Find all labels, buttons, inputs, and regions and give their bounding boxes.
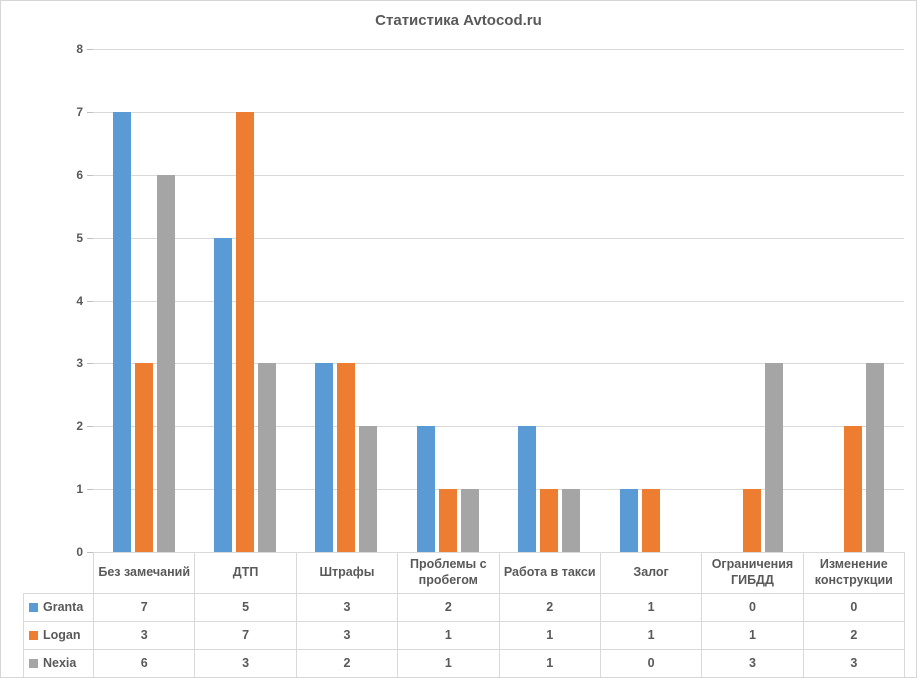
- value-cell-nexia-7: 3: [802, 649, 906, 677]
- category-header-2: Штрафы: [295, 552, 399, 594]
- gridline: [93, 237, 904, 239]
- value-cell-logan-7: 2: [802, 621, 906, 650]
- bar-logan-2: [337, 363, 356, 552]
- value-cell-granta-3: 2: [397, 593, 500, 622]
- y-axis-tick: [87, 489, 93, 491]
- table-corner-cell: [24, 553, 94, 594]
- gridline: [93, 489, 904, 491]
- value-cell-granta-5: 1: [599, 593, 703, 622]
- legend-key-logan: Logan: [23, 621, 94, 650]
- y-axis-tick-label: 4: [76, 293, 83, 308]
- value-cell-logan-4: 1: [498, 621, 601, 650]
- category-header-6: Ограничения ГИБДД: [701, 552, 804, 594]
- bar-nexia-6: [764, 363, 783, 552]
- legend-label-nexia: Nexia: [43, 655, 77, 670]
- category-header-7: Изменение конструкции: [802, 552, 906, 594]
- bar-granta-0: [112, 111, 131, 552]
- bar-nexia-1: [258, 363, 277, 552]
- value-cell-granta-2: 3: [295, 593, 399, 622]
- legend-swatch-granta: [29, 602, 38, 612]
- bar-logan-0: [134, 363, 153, 552]
- y-axis-tick-label: 0: [76, 545, 83, 559]
- category-header-1: ДТП: [194, 552, 297, 594]
- bar-nexia-7: [866, 363, 885, 552]
- legend-key-granta: Granta: [23, 593, 94, 622]
- bar-granta-4: [518, 426, 537, 553]
- y-axis-tick-label: 2: [76, 419, 83, 434]
- bar-logan-5: [641, 489, 660, 552]
- value-cell-nexia-5: 0: [599, 649, 703, 677]
- value-cell-nexia-2: 2: [295, 649, 399, 677]
- gridline: [93, 426, 904, 428]
- y-axis-tick: [87, 300, 93, 302]
- chart-title: Статистика Avtocod.ru: [375, 12, 542, 29]
- y-axis-tick-label: 8: [76, 42, 83, 56]
- legend-swatch-logan: [29, 630, 38, 640]
- bar-logan-3: [438, 489, 457, 552]
- gridline: [93, 363, 904, 365]
- category-header-4: Работа в такси: [498, 552, 601, 594]
- y-axis-tick-label: 5: [76, 230, 83, 245]
- category-header-3: Проблемы с пробегом: [397, 552, 500, 594]
- y-axis-tick: [87, 174, 93, 176]
- gridline: [93, 49, 904, 50]
- gridline: [93, 300, 904, 302]
- value-cell-granta-0: 7: [92, 593, 196, 622]
- y-axis-tick-label: 7: [76, 104, 83, 119]
- value-cell-granta-7: 0: [802, 593, 906, 622]
- value-cell-logan-1: 7: [194, 621, 297, 650]
- bar-nexia-0: [156, 174, 175, 553]
- value-cell-granta-4: 2: [498, 593, 601, 622]
- bar-nexia-3: [460, 489, 479, 552]
- bar-logan-6: [742, 489, 761, 552]
- data-table: Без замечаний ДТП Штрафы Проблемы с пробего…: [23, 552, 906, 677]
- y-axis-tick-label: 1: [76, 482, 83, 497]
- bar-logan-7: [844, 426, 863, 553]
- category-header-0: Без замечаний: [92, 552, 196, 594]
- value-cell-granta-6: 0: [701, 593, 804, 622]
- legend-key-nexia: Nexia: [23, 649, 94, 677]
- value-cell-logan-2: 3: [295, 621, 399, 650]
- category-header-5: Залог: [599, 552, 703, 594]
- y-axis-tick: [87, 426, 93, 428]
- legend-swatch-nexia: [29, 658, 38, 668]
- value-cell-nexia-0: 6: [92, 649, 196, 677]
- bar-granta-2: [315, 363, 334, 552]
- value-cell-nexia-1: 3: [194, 649, 297, 677]
- y-axis-tick: [87, 49, 93, 50]
- bar-logan-1: [236, 111, 255, 552]
- legend-label-logan: Logan: [43, 627, 81, 642]
- y-axis-tick: [87, 552, 93, 553]
- value-cell-logan-5: 1: [599, 621, 703, 650]
- bar-granta-3: [416, 426, 435, 553]
- legend-label-granta: Granta: [43, 599, 84, 614]
- y-axis-tick-label: 6: [76, 167, 83, 182]
- bar-logan-4: [540, 489, 559, 552]
- bar-granta-5: [619, 489, 638, 552]
- value-cell-granta-1: 5: [194, 593, 297, 622]
- value-cell-logan-3: 1: [397, 621, 500, 650]
- y-axis-tick: [87, 237, 93, 239]
- bar-nexia-2: [359, 426, 378, 553]
- value-cell-nexia-6: 3: [701, 649, 804, 677]
- value-cell-logan-0: 3: [92, 621, 196, 650]
- gridline: [93, 111, 904, 113]
- gridline: [93, 174, 904, 176]
- value-cell-nexia-3: 1: [397, 649, 500, 677]
- y-axis-tick-label: 3: [76, 356, 83, 371]
- bar-granta-1: [214, 237, 233, 552]
- value-cell-logan-6: 1: [701, 621, 804, 650]
- bar-nexia-4: [562, 489, 581, 552]
- y-axis-tick: [87, 363, 93, 365]
- y-axis-tick: [87, 111, 93, 113]
- value-cell-nexia-4: 1: [498, 649, 601, 677]
